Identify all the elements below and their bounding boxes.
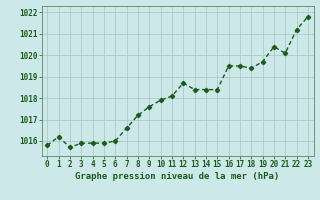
X-axis label: Graphe pression niveau de la mer (hPa): Graphe pression niveau de la mer (hPa)	[76, 172, 280, 181]
